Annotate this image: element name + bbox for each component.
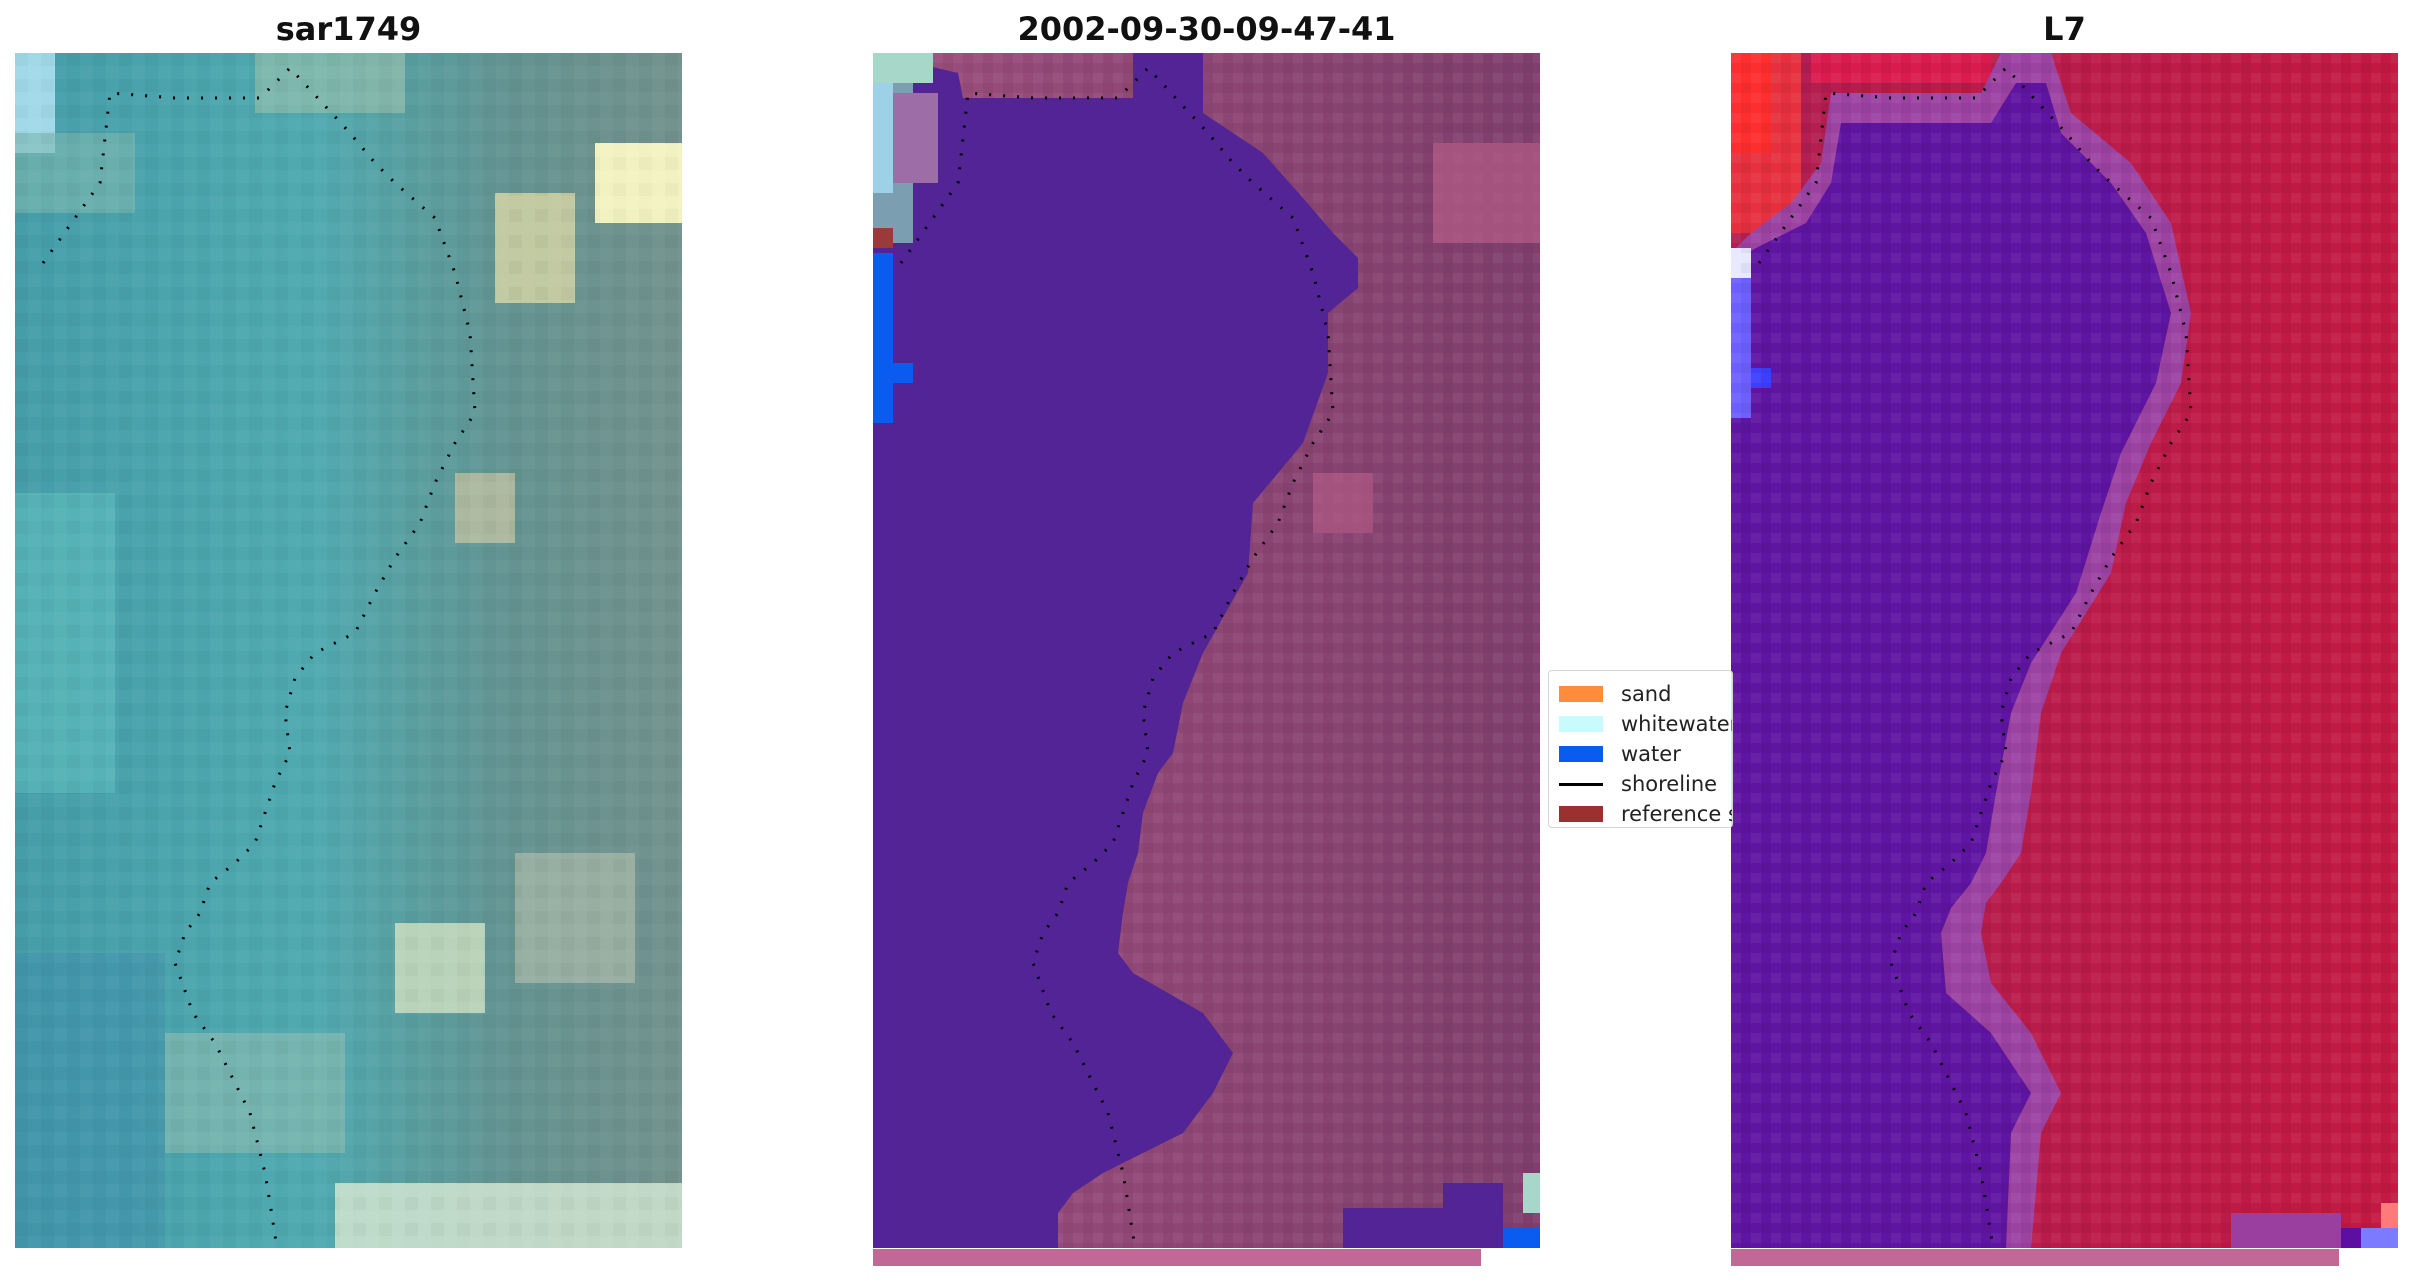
bottom-strip-classified [873,1249,1481,1266]
legend-item-reference-shoreline: reference shoreline [1559,799,1732,827]
legend-item-water: water [1559,739,1732,769]
legend-swatch-sand [1559,686,1603,702]
legend-label-sand: sand [1621,682,1672,706]
legend-item-sand: sand [1559,679,1732,709]
legend: sand whitewater water shoreline referenc… [1548,670,1733,828]
legend-label-water: water [1621,742,1681,766]
legend-label-reference-shoreline: reference shoreline [1621,802,1732,826]
sar-image-panel [15,53,682,1248]
panel-title-sar: sar1749 [275,10,422,48]
shoreline-overlay-sar [41,65,477,1248]
legend-swatch-water [1559,746,1603,762]
legend-item-shoreline: shoreline [1559,769,1732,799]
index-image [1731,53,2398,1248]
legend-label-whitewater: whitewater [1621,712,1733,736]
panel-title-index: L7 [2043,10,2086,48]
shoreline-overlay-classified [899,65,1335,1248]
panel-title-classified: 2002-09-30-09-47-41 [1017,10,1396,48]
legend-line-shoreline [1559,782,1603,786]
legend-swatch-whitewater [1559,716,1603,732]
classified-image-panel [873,53,1540,1248]
index-image-panel [1731,53,2398,1248]
sar-image [15,53,682,1248]
legend-item-whitewater: whitewater [1559,709,1732,739]
water-class-region [873,53,1358,1248]
shoreline-overlay-index [1757,65,2193,1248]
classified-image [873,53,1540,1248]
legend-swatch-reference-shoreline [1559,806,1603,822]
bottom-strip-index [1731,1249,2339,1266]
legend-label-shoreline: shoreline [1621,772,1718,796]
